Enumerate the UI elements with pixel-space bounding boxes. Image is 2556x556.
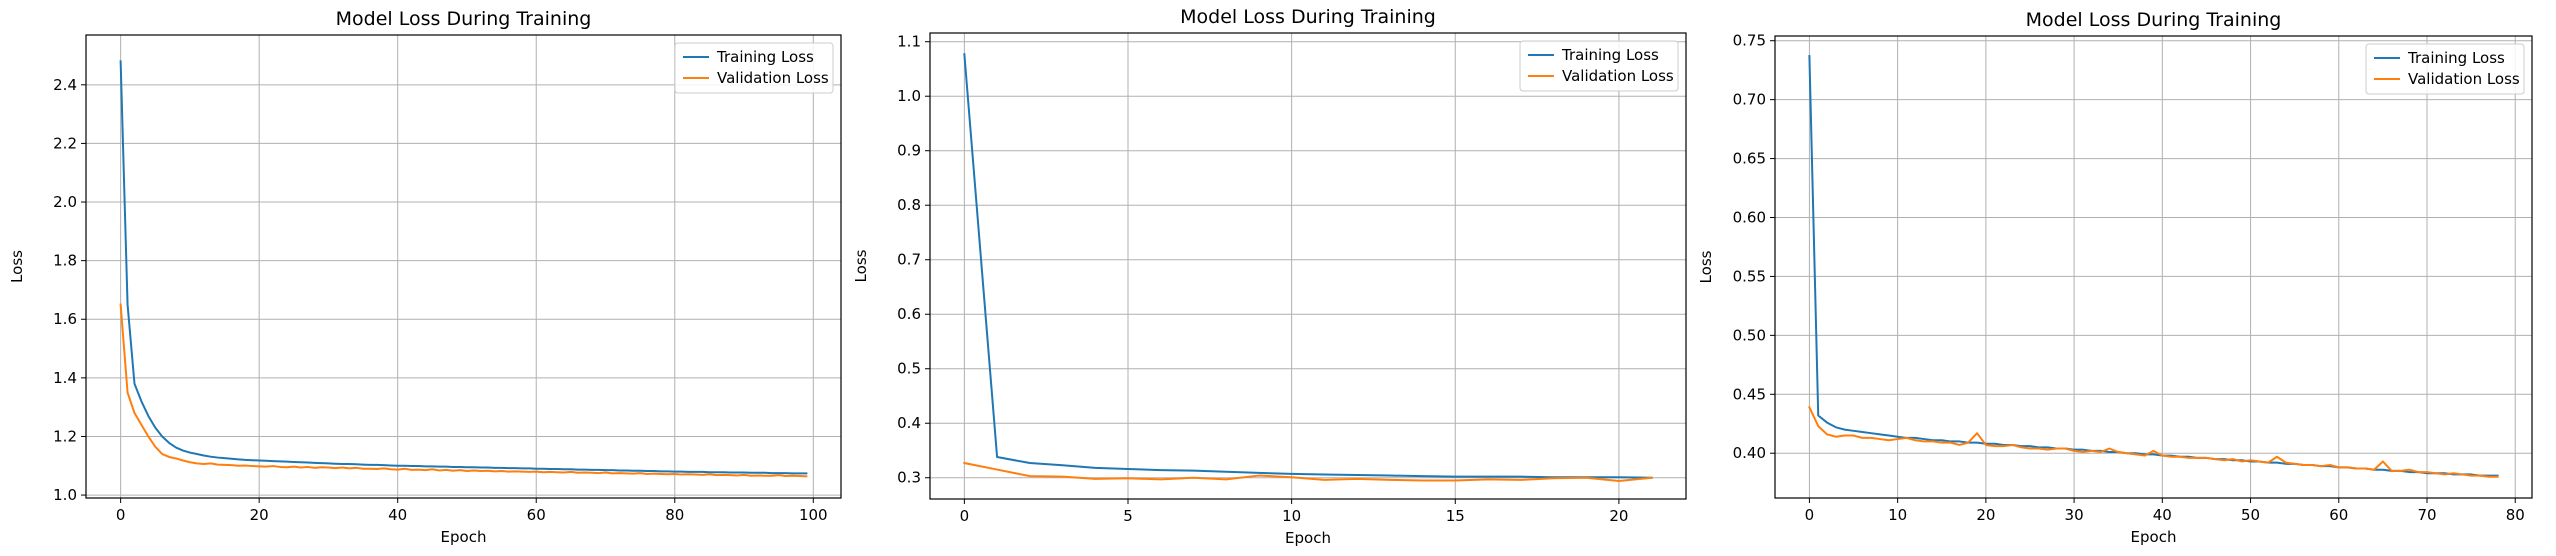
legend-box (2365, 43, 2525, 95)
chart-title: Model Loss During Training (336, 8, 592, 30)
plot-area (86, 35, 841, 498)
x-tick-label: 80 (2506, 506, 2525, 524)
y-tick-label: 1.8 (53, 252, 77, 270)
series-line-training-loss (119, 60, 808, 475)
y-tick-label: 0.5 (897, 360, 921, 378)
axes-frame (85, 34, 842, 499)
y-tick-label: 1.1 (897, 33, 921, 51)
legend-label: Training Loss (716, 48, 814, 66)
y-tick-label: 0.60 (1733, 209, 1766, 227)
chart-title: Model Loss During Training (1180, 6, 1436, 28)
series-line-validation-loss (119, 303, 808, 478)
x-tick-label: 80 (665, 506, 684, 524)
series-line-validation-loss (963, 461, 1653, 483)
y-tick-label: 1.4 (53, 369, 77, 387)
plot-area (930, 33, 1686, 499)
x-tick-label: 5 (1123, 507, 1133, 525)
x-tick-label: 60 (2329, 506, 2348, 524)
chart-panel-2: 0 5 10 15 20 0.3 0.4 0.5 0.6 0.7 0.8 0.9 1.0 1.1 Model… (852, 6, 1687, 547)
y-tick-label: 1.0 (53, 486, 77, 504)
legend: Training Loss Validation Loss (674, 42, 834, 94)
x-tick-label: 20 (250, 506, 269, 524)
x-tick-label: 0 (116, 506, 126, 524)
y-tick-label: 0.65 (1733, 150, 1766, 168)
y-tick-label: 0.6 (897, 305, 921, 323)
x-tick-label: 40 (2153, 506, 2172, 524)
legend-label: Validation Loss (1562, 67, 1674, 85)
y-tick-label: 0.4 (897, 414, 921, 432)
y-tick-label: 1.2 (53, 427, 77, 445)
y-tick-label: 2.0 (53, 193, 77, 211)
x-tick-label: 70 (2417, 506, 2436, 524)
x-axis-label: Epoch (2131, 528, 2177, 546)
legend-label: Training Loss (2407, 49, 2505, 67)
axes-frame (929, 32, 1687, 500)
legend: Training Loss Validation Loss (2365, 43, 2525, 95)
x-tick-label: 10 (1282, 507, 1301, 525)
legend-box (674, 42, 834, 94)
axes-frame (1774, 35, 2533, 499)
y-tick-label: 0.3 (897, 469, 921, 487)
y-tick-label: 0.40 (1733, 444, 1766, 462)
series-line-training-loss (963, 53, 1653, 479)
y-tick-label: 0.45 (1733, 385, 1766, 403)
y-tick-label: 1.6 (53, 310, 77, 328)
x-tick-label: 50 (2241, 506, 2260, 524)
x-tick-label: 30 (2065, 506, 2084, 524)
x-tick-label: 60 (527, 506, 546, 524)
series-line-training-loss (1808, 55, 2499, 477)
legend-label: Validation Loss (2408, 70, 2520, 88)
y-tick-label: 0.8 (897, 196, 921, 214)
chart-panel-3: 0 10 20 30 40 50 60 70 80 0.40 0.45 0.50 0.55 0.60 0.6… (1697, 9, 2533, 546)
y-tick-label: 0.9 (897, 142, 921, 160)
legend-label: Validation Loss (717, 69, 829, 87)
plot-area (1775, 36, 2532, 498)
y-tick-label: 0.50 (1733, 326, 1766, 344)
legend-label: Training Loss (1561, 46, 1659, 64)
y-tick-label: 0.7 (897, 251, 921, 269)
legend-box (1519, 40, 1679, 92)
y-axis-label: Loss (8, 250, 26, 283)
y-tick-label: 0.55 (1733, 267, 1766, 285)
x-tick-label: 0 (960, 507, 970, 525)
x-tick-label: 0 (1805, 506, 1815, 524)
x-tick-label: 40 (388, 506, 407, 524)
chart-title: Model Loss During Training (2026, 9, 2282, 31)
x-tick-label: 20 (1976, 506, 1995, 524)
y-axis-label: Loss (1697, 250, 1715, 283)
series-line-validation-loss (1808, 405, 2499, 478)
x-tick-label: 15 (1446, 507, 1465, 525)
chart-panel-1: 0 20 40 60 80 100 1.0 1.2 1.4 1.6 1.8 2.0 2.2 2.4 Mode… (8, 8, 842, 546)
x-axis-label: Epoch (441, 528, 487, 546)
y-axis-label: Loss (852, 249, 870, 282)
legend: Training Loss Validation Loss (1519, 40, 1679, 92)
y-tick-label: 2.4 (53, 76, 77, 94)
x-tick-label: 10 (1888, 506, 1907, 524)
x-tick-label: 20 (1609, 507, 1628, 525)
y-tick-label: 0.75 (1733, 32, 1766, 50)
y-tick-label: 2.2 (53, 134, 77, 152)
y-tick-label: 1.0 (897, 87, 921, 105)
x-axis-label: Epoch (1285, 529, 1331, 547)
y-tick-label: 0.70 (1733, 91, 1766, 109)
x-tick-label: 100 (799, 506, 828, 524)
